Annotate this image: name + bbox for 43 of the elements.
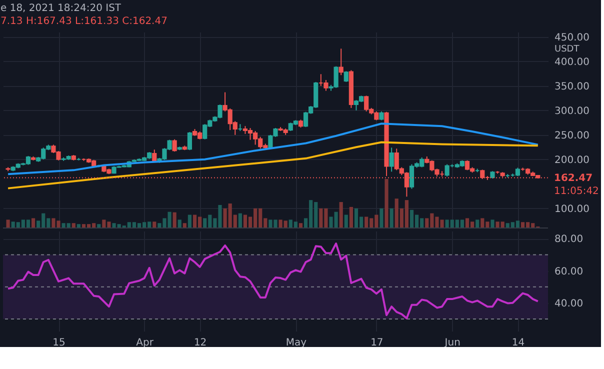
bar [490, 220, 494, 228]
y-tick-label: 80.00 [554, 234, 584, 246]
y-tick-label: 100.00 [554, 204, 590, 215]
x-tick-label: 15 [52, 338, 66, 348]
y-tick-label: 200.00 [554, 154, 590, 166]
bar [349, 206, 353, 228]
candlestick [172, 138, 177, 152]
x-tick-label: 12 [194, 338, 207, 348]
bar [339, 202, 343, 228]
bar [172, 212, 176, 228]
candlestick [187, 131, 192, 151]
bar [390, 208, 394, 228]
y-tick-label: 40.00 [554, 298, 584, 310]
y-tick-label: 60.00 [554, 266, 584, 278]
line-series [7, 141, 539, 190]
bar [31, 218, 36, 228]
line-series [7, 122, 539, 176]
x-tick-label: 14 [512, 338, 525, 348]
y-tick-label: 400.00 [554, 56, 590, 68]
x-tick-label: 17 [370, 338, 384, 348]
candlestick [338, 48, 344, 76]
bar [6, 220, 10, 228]
candlestick [344, 70, 348, 82]
y-tick-label: 350.00 [554, 81, 590, 92]
text: e 18, 2021 18:24:20 IST [0, 2, 122, 14]
y-axis-title: USDT [554, 44, 580, 54]
candlestick [389, 147, 394, 172]
bar [380, 208, 384, 228]
bar [344, 214, 348, 228]
ref-line-label: 162.47 [554, 172, 593, 184]
bar [384, 179, 388, 228]
y-tick-label: 450.00 [554, 32, 590, 44]
y-tick-label: 300.00 [554, 106, 590, 117]
text: 7.13 H:167.43 L:161.33 C:162.47 [0, 16, 168, 27]
line-series [7, 242, 539, 320]
bar [188, 214, 192, 228]
candlestick [152, 149, 157, 162]
bar [152, 222, 156, 228]
bar [238, 213, 242, 228]
bar [476, 220, 480, 228]
bar [178, 220, 182, 228]
y-tick-label: 250.00 [554, 130, 590, 142]
text: 11:05:42 [554, 186, 599, 197]
